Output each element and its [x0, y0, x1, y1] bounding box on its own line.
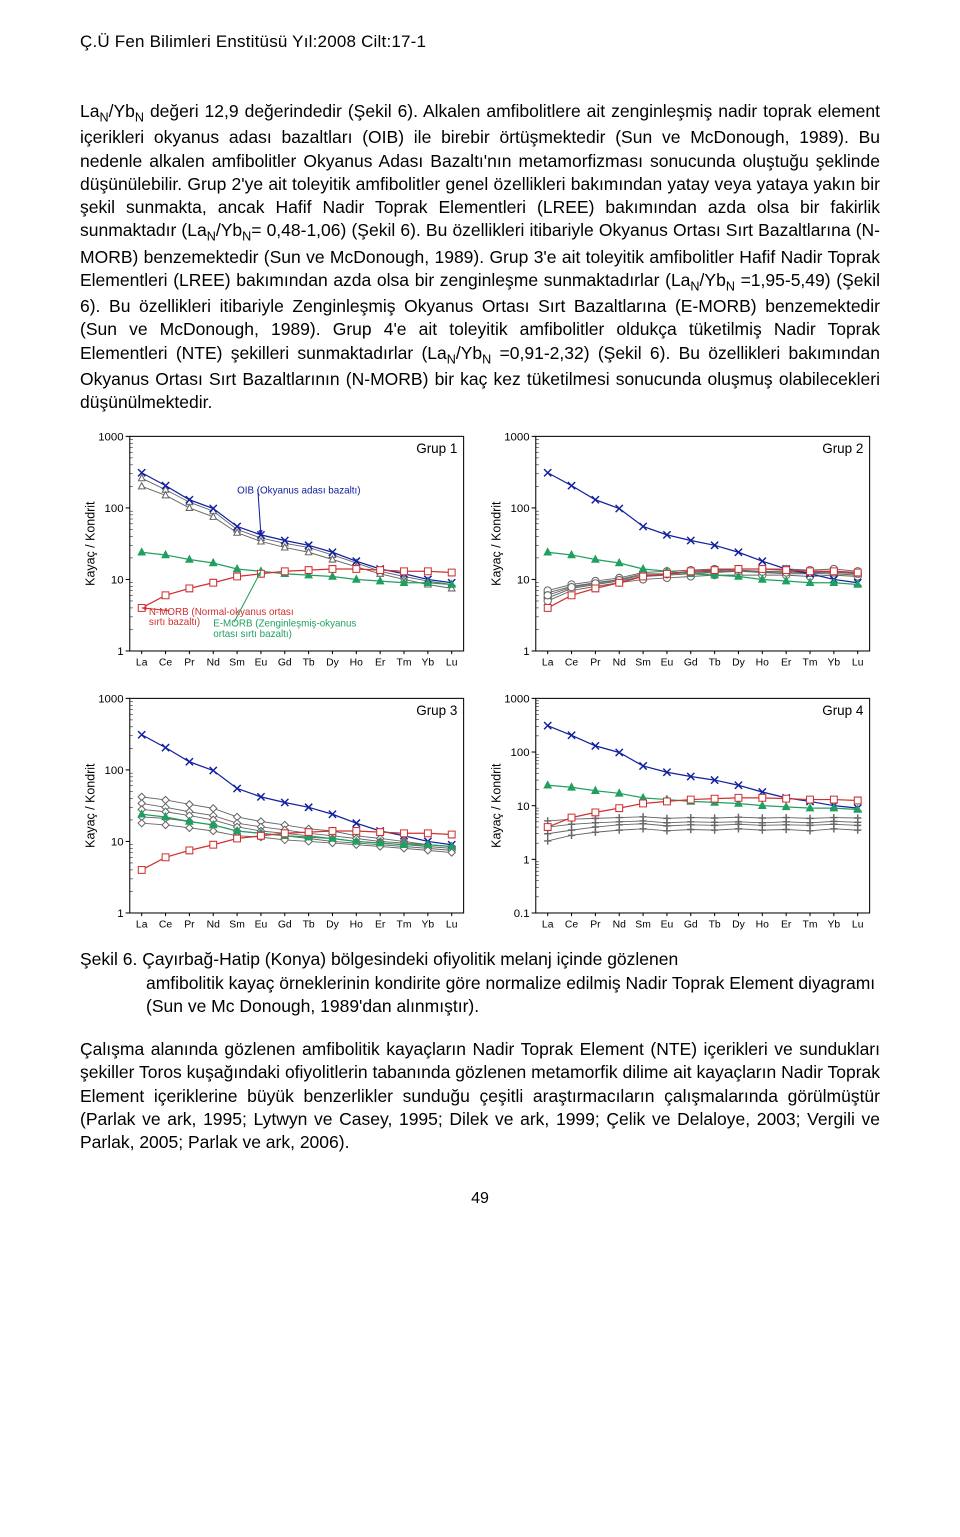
- svg-text:Ho: Ho: [350, 658, 363, 669]
- svg-text:1: 1: [117, 646, 123, 658]
- svg-text:10: 10: [517, 801, 530, 813]
- svg-text:La: La: [542, 658, 554, 669]
- svg-text:Eu: Eu: [661, 920, 674, 931]
- svg-text:10: 10: [111, 837, 124, 849]
- svg-text:Ho: Ho: [756, 658, 769, 669]
- svg-text:Grup 4: Grup 4: [822, 703, 864, 718]
- svg-text:Tm: Tm: [803, 920, 818, 931]
- svg-text:Pr: Pr: [590, 920, 601, 931]
- svg-text:Er: Er: [781, 658, 792, 669]
- svg-text:Grup 2: Grup 2: [822, 441, 863, 456]
- chart-grup-4: 0.1 1 10 100 1000 La Ce Pr Nd Sm Eu Gd Tb Dy Ho Er Tm Yb L…: [486, 688, 880, 942]
- svg-text:10: 10: [111, 575, 124, 587]
- svg-text:Sm: Sm: [229, 920, 245, 931]
- svg-text:Nd: Nd: [207, 658, 220, 669]
- figure-caption: Şekil 6. Çayırbağ-Hatip (Konya) bölgesin…: [80, 948, 880, 1018]
- body-paragraph-1: LaN/YbN değeri 12,9 değerindedir (Şekil …: [80, 100, 880, 414]
- svg-text:Gd: Gd: [278, 920, 292, 931]
- svg-text:Tm: Tm: [397, 658, 412, 669]
- svg-text:Pr: Pr: [184, 658, 195, 669]
- svg-text:Tb: Tb: [709, 920, 721, 931]
- svg-text:Er: Er: [375, 920, 386, 931]
- svg-text:1000: 1000: [504, 432, 529, 444]
- svg-text:Dy: Dy: [732, 658, 745, 669]
- charts-grid: 1 10 100 1000 La Ce Pr Nd Sm Eu Gd Tb Dy Ho Er Tm Yb Lu Ka…: [80, 426, 880, 942]
- svg-text:100: 100: [105, 503, 124, 515]
- svg-text:Lu: Lu: [852, 658, 864, 669]
- caption-line-1: Şekil 6. Çayırbağ-Hatip (Konya) bölgesin…: [80, 948, 880, 971]
- svg-text:Kayaç / Kondrit: Kayaç / Kondrit: [84, 763, 98, 848]
- svg-text:Dy: Dy: [326, 920, 339, 931]
- svg-text:1000: 1000: [98, 432, 123, 444]
- svg-text:Ho: Ho: [756, 920, 769, 931]
- svg-text:Kayaç / Kondrit: Kayaç / Kondrit: [84, 501, 98, 586]
- svg-text:Tb: Tb: [303, 920, 315, 931]
- svg-text:Ho: Ho: [350, 920, 363, 931]
- svg-text:Ce: Ce: [565, 920, 578, 931]
- svg-text:Sm: Sm: [635, 658, 651, 669]
- svg-text:Kayaç / Kondrit: Kayaç / Kondrit: [490, 763, 504, 848]
- svg-text:Pr: Pr: [184, 920, 195, 931]
- chart-grup-1: 1 10 100 1000 La Ce Pr Nd Sm Eu Gd Tb Dy Ho Er Tm Yb Lu Ka…: [80, 426, 474, 680]
- page-number: 49: [80, 1190, 880, 1208]
- svg-text:Gd: Gd: [684, 920, 698, 931]
- svg-text:Yb: Yb: [422, 658, 435, 669]
- svg-text:Lu: Lu: [446, 658, 458, 669]
- svg-text:0.1: 0.1: [514, 908, 530, 920]
- svg-text:Yb: Yb: [828, 658, 841, 669]
- svg-text:10: 10: [517, 575, 530, 587]
- chart-grup-2: 1 10 100 1000 La Ce Pr Nd Sm Eu Gd Tb Dy Ho Er Tm Yb Lu Ka…: [486, 426, 880, 680]
- svg-text:Ce: Ce: [159, 920, 172, 931]
- svg-text:Lu: Lu: [852, 920, 864, 931]
- svg-text:Eu: Eu: [661, 658, 674, 669]
- svg-text:1: 1: [523, 646, 529, 658]
- svg-text:Pr: Pr: [590, 658, 601, 669]
- svg-text:sırtı bazaltı): sırtı bazaltı): [149, 618, 200, 629]
- svg-text:Grup 1: Grup 1: [416, 441, 457, 456]
- svg-text:OIB (Okyanus adası bazaltı): OIB (Okyanus adası bazaltı): [237, 486, 360, 497]
- page-header: Ç.Ü Fen Bilimleri Enstitüsü Yıl:2008 Cil…: [80, 32, 880, 52]
- svg-text:Tm: Tm: [397, 920, 412, 931]
- svg-text:100: 100: [511, 748, 530, 760]
- svg-text:100: 100: [511, 503, 530, 515]
- chart-grup-3: 1 10 100 1000 La Ce Pr Nd Sm Eu Gd Tb Dy Ho Er Tm Yb Lu Ka…: [80, 688, 474, 942]
- svg-text:Nd: Nd: [613, 658, 626, 669]
- svg-text:Dy: Dy: [326, 658, 339, 669]
- svg-text:Grup 3: Grup 3: [416, 703, 457, 718]
- svg-text:Nd: Nd: [207, 920, 220, 931]
- svg-text:Tm: Tm: [803, 658, 818, 669]
- svg-text:Eu: Eu: [255, 658, 268, 669]
- svg-text:Nd: Nd: [613, 920, 626, 931]
- svg-text:La: La: [136, 920, 148, 931]
- svg-text:La: La: [542, 920, 554, 931]
- svg-text:Tb: Tb: [303, 658, 315, 669]
- svg-text:Kayaç / Kondrit: Kayaç / Kondrit: [490, 501, 504, 586]
- svg-text:1: 1: [523, 855, 529, 867]
- svg-text:Lu: Lu: [446, 920, 458, 931]
- svg-text:1000: 1000: [98, 694, 123, 706]
- svg-text:Er: Er: [375, 658, 386, 669]
- svg-text:Er: Er: [781, 920, 792, 931]
- svg-text:Ce: Ce: [565, 658, 578, 669]
- svg-text:Sm: Sm: [229, 658, 245, 669]
- svg-text:Gd: Gd: [684, 658, 698, 669]
- caption-line-2: amfibolitik kayaç örneklerinin kondirite…: [80, 972, 880, 1019]
- svg-text:Yb: Yb: [828, 920, 841, 931]
- svg-text:La: La: [136, 658, 148, 669]
- svg-text:N-MORB (Normal-okyanus ortası: N-MORB (Normal-okyanus ortası: [149, 607, 294, 618]
- svg-text:ortası sırtı bazaltı): ortası sırtı bazaltı): [213, 629, 292, 640]
- svg-text:1: 1: [117, 908, 123, 920]
- svg-text:Eu: Eu: [255, 920, 268, 931]
- svg-text:Dy: Dy: [732, 920, 745, 931]
- body-paragraph-2: Çalışma alanında gözlenen amfibolitik ka…: [80, 1038, 880, 1154]
- svg-text:Tb: Tb: [709, 658, 721, 669]
- svg-text:Yb: Yb: [422, 920, 435, 931]
- svg-text:100: 100: [105, 765, 124, 777]
- svg-text:1000: 1000: [504, 694, 529, 706]
- svg-text:Sm: Sm: [635, 920, 651, 931]
- svg-text:Gd: Gd: [278, 658, 292, 669]
- svg-text:Ce: Ce: [159, 658, 172, 669]
